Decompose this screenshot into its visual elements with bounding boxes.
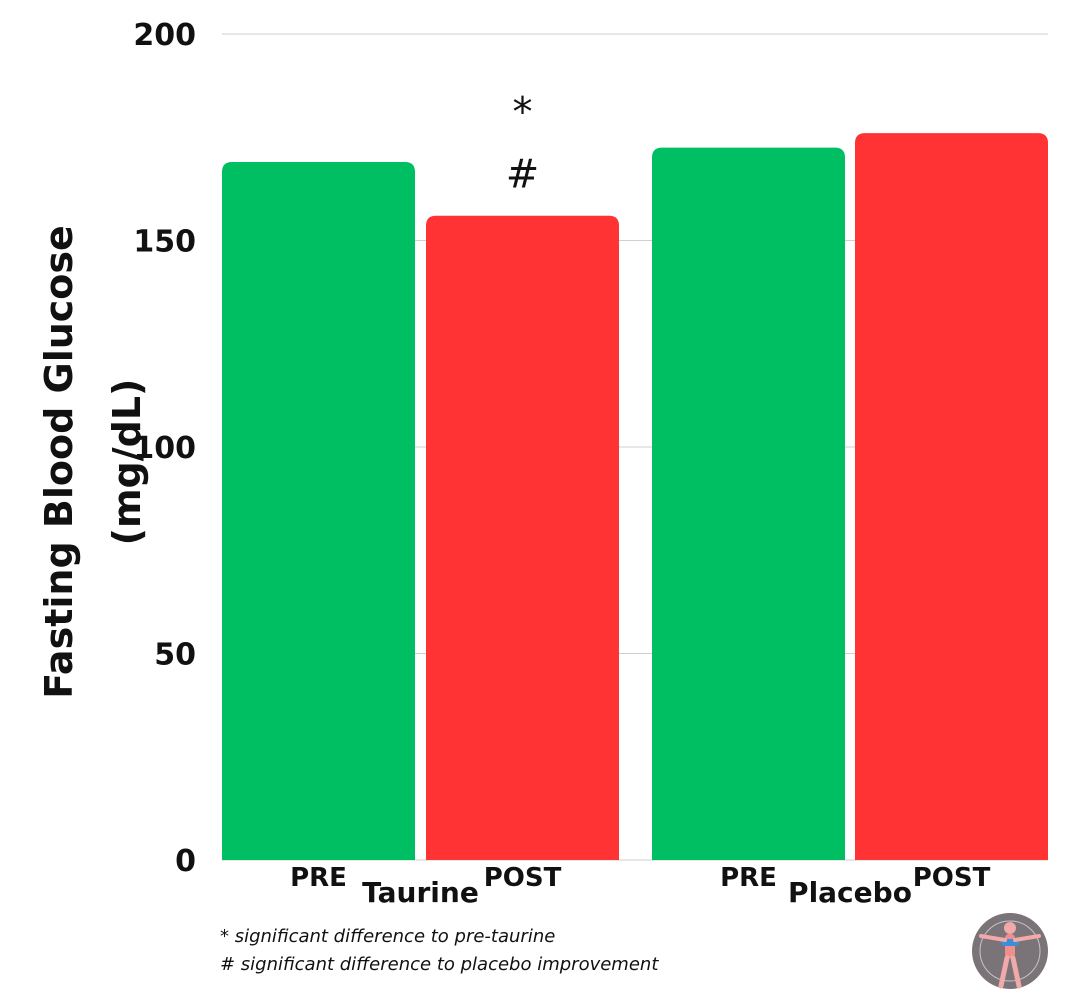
y-axis-title: Fasting Blood Glucose (mg/dL) bbox=[37, 225, 149, 699]
bar-taurine-post bbox=[426, 215, 619, 861]
x-tick-label: PRE bbox=[290, 863, 347, 893]
bar-placebo-pre bbox=[652, 147, 845, 860]
x-tick-label: POST bbox=[484, 863, 562, 893]
x-tick-label: POST bbox=[913, 863, 991, 893]
bars bbox=[222, 133, 1048, 861]
y-axis-title-line-2: (mg/dL) bbox=[105, 379, 149, 546]
y-tick-label: 0 bbox=[175, 844, 196, 879]
group-label-placebo: Placebo bbox=[788, 876, 912, 909]
significance-marker: * bbox=[513, 90, 533, 136]
bar-placebo-post bbox=[855, 133, 1048, 860]
significance-marker: # bbox=[506, 152, 540, 198]
bar-taurine-pre bbox=[222, 162, 415, 860]
y-tick-label: 50 bbox=[154, 638, 196, 673]
bar-annotations: *# bbox=[506, 90, 540, 198]
y-axis-title-line-1: Fasting Blood Glucose bbox=[37, 225, 81, 699]
y-tick-label: 200 bbox=[133, 18, 196, 53]
footnote-significant-placebo: # significant difference to placebo impr… bbox=[220, 954, 659, 975]
footnote-significant-pre: * significant difference to pre-taurine bbox=[220, 926, 556, 947]
x-tick-label: PRE bbox=[720, 863, 777, 893]
y-tick-label: 100 bbox=[133, 431, 196, 466]
y-axis-ticks: 0 50 100 150 200 bbox=[133, 18, 196, 879]
y-tick-label: 150 bbox=[133, 225, 196, 260]
group-label-taurine: Taurine bbox=[362, 876, 479, 909]
vitruvian-figure-icon bbox=[972, 913, 1048, 989]
